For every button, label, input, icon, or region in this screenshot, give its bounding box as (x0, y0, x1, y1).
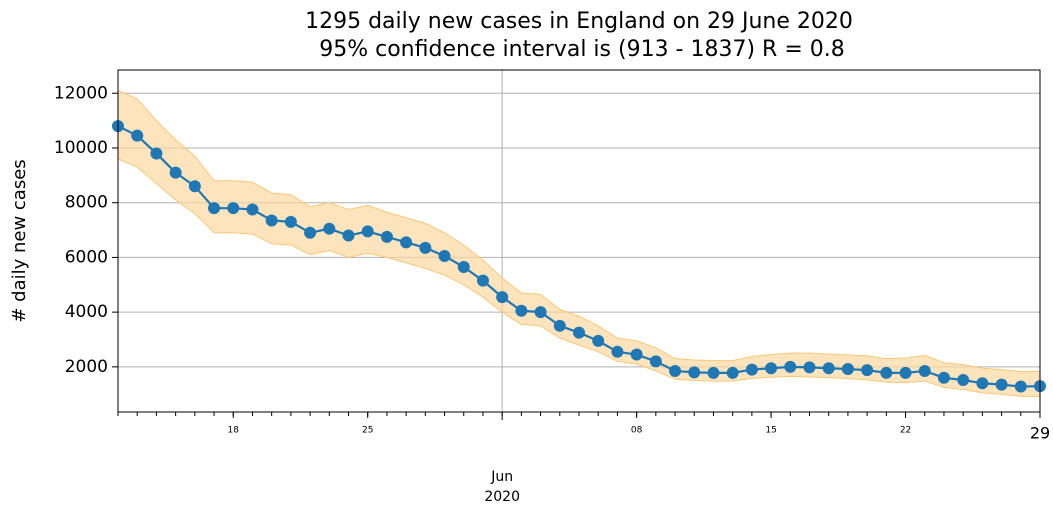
y-tick-label: 6000 (65, 247, 108, 267)
y-axis-label: # daily new cases (9, 159, 30, 322)
confidence-band (117, 89, 1041, 398)
point (534, 306, 547, 319)
y-tick-label: 8000 (65, 193, 108, 213)
point (150, 147, 163, 160)
y-tick-label: 12000 (54, 83, 108, 103)
point (227, 202, 240, 215)
x-tick-label: 08 (631, 426, 643, 436)
point (265, 214, 278, 227)
point (573, 326, 585, 339)
y-tick-label: 2000 (65, 357, 108, 377)
x-tick-label: Jun 2020 (484, 469, 520, 505)
point (1014, 380, 1027, 393)
point (918, 364, 931, 377)
point (246, 203, 259, 216)
point (284, 215, 297, 228)
line (117, 125, 1041, 388)
point (899, 366, 912, 379)
point (419, 241, 432, 254)
x-tick-label: 15 (765, 426, 776, 436)
point (707, 366, 720, 379)
point (976, 377, 989, 390)
point (188, 180, 201, 193)
x-tick-label: 25 (362, 426, 373, 436)
point (861, 364, 874, 377)
point (515, 304, 528, 317)
point (765, 362, 778, 375)
x-tick-label: 29 (1030, 424, 1050, 443)
point (208, 202, 221, 215)
point (957, 373, 970, 386)
point (995, 378, 1008, 391)
point (496, 291, 509, 304)
point (803, 361, 816, 374)
point (457, 260, 470, 273)
y-tick-label: 4000 (65, 302, 108, 322)
point (400, 236, 413, 249)
point (361, 225, 374, 238)
point (553, 319, 566, 332)
chart-title: 1295 daily new cases in England on 29 Ju… (305, 9, 853, 34)
point (342, 229, 355, 242)
point (323, 222, 336, 235)
point (669, 364, 682, 377)
point (688, 366, 701, 379)
y-tick-label: 10000 (54, 138, 108, 158)
point (304, 226, 317, 239)
point (937, 371, 950, 384)
point (822, 362, 835, 375)
point (476, 274, 489, 287)
point (438, 250, 451, 263)
point (880, 366, 893, 379)
point (649, 355, 662, 368)
point (380, 230, 393, 243)
point (630, 348, 643, 361)
x-tick-label: 18 (228, 426, 240, 436)
point (784, 360, 797, 373)
point (726, 366, 739, 379)
point (841, 363, 854, 376)
plot-frame (117, 69, 1041, 413)
point (169, 166, 182, 179)
point (592, 334, 605, 347)
chart-subtitle: 95% confidence interval is (913 - 1837) … (319, 37, 845, 62)
point (745, 363, 758, 376)
point (131, 129, 144, 142)
point (611, 345, 624, 358)
x-tick-label: 22 (900, 426, 911, 436)
